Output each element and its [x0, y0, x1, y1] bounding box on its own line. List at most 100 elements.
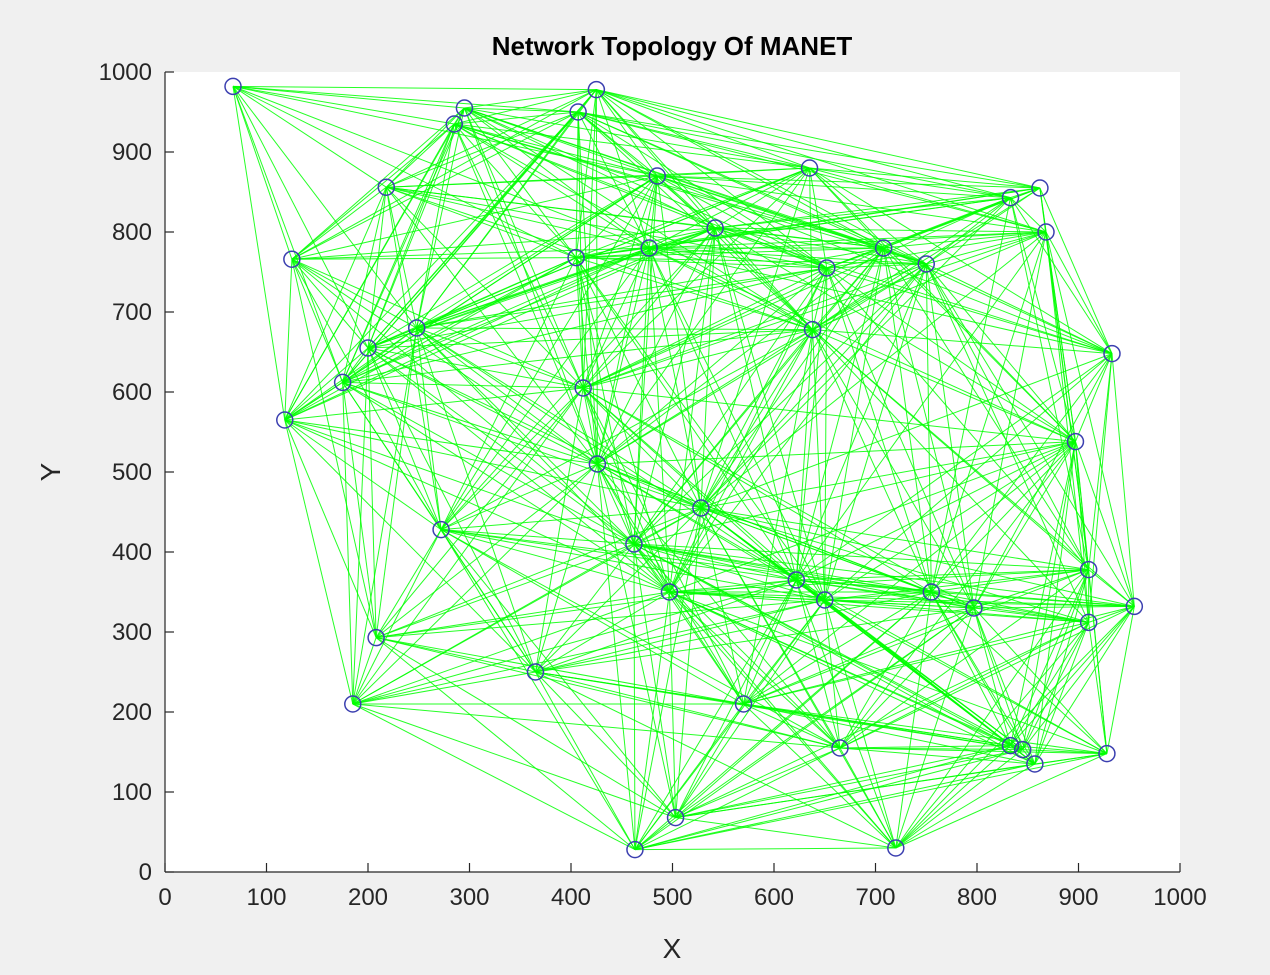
edge-line — [634, 747, 841, 851]
edge-line — [930, 197, 1011, 593]
edge-line — [1010, 745, 1107, 755]
edge-line — [596, 463, 677, 818]
edge-line — [809, 167, 1040, 189]
edge-line — [633, 543, 1089, 623]
edge-line — [649, 247, 1113, 355]
edge-line — [669, 591, 1023, 751]
edge-line — [582, 387, 635, 545]
edge-line — [839, 747, 1107, 755]
edge-line — [796, 441, 1076, 581]
edge-line — [284, 123, 455, 421]
edge-line — [657, 175, 828, 269]
edge-line — [386, 186, 577, 259]
edge-line — [440, 227, 716, 530]
edge-line — [576, 187, 1041, 259]
edge-line — [925, 263, 975, 609]
edge-line — [367, 347, 635, 545]
node-marker — [660, 583, 679, 601]
edge-line — [714, 167, 810, 229]
axes: 0 100 200 300 400 500 600 700 800 900 1000 0 100 200 3… — [99, 59, 1207, 911]
edge-line — [575, 257, 702, 509]
edge-line — [352, 671, 536, 705]
edge-line — [675, 579, 797, 818]
edge-line — [583, 231, 1047, 389]
node-marker — [1066, 432, 1085, 451]
node-marker — [818, 259, 836, 277]
edge-line — [700, 441, 1076, 509]
edge-line — [925, 263, 1135, 607]
edge-line — [342, 381, 670, 593]
edge-line — [576, 247, 650, 259]
y-tick-label: 800 — [112, 219, 152, 246]
node-marker — [640, 239, 658, 257]
edge-line — [1010, 569, 1090, 746]
edge-line — [824, 599, 1108, 755]
edge-line — [367, 347, 670, 593]
edge-line — [291, 227, 716, 260]
edge-line — [376, 591, 670, 639]
edge-line — [291, 186, 387, 260]
edge-line — [352, 599, 825, 705]
node-marker — [706, 219, 724, 237]
edge-line — [284, 419, 354, 705]
edge-line — [352, 543, 635, 705]
edge-line — [464, 107, 716, 229]
node-marker — [432, 520, 450, 539]
node-marker — [445, 115, 464, 133]
edge-line — [535, 591, 932, 673]
edge-line — [1022, 622, 1090, 750]
edge-line — [575, 257, 813, 331]
edge-line — [973, 607, 1011, 746]
edge-line — [839, 745, 1011, 749]
edge-line — [715, 227, 884, 249]
node-marker — [800, 159, 819, 177]
edge-line — [1074, 441, 1090, 623]
edge-line — [669, 591, 1135, 607]
edge-line — [597, 329, 813, 465]
edge-line — [973, 605, 1135, 609]
node-marker — [1013, 740, 1032, 759]
edge-line — [633, 543, 825, 601]
edge-line — [657, 175, 1011, 199]
edge-line — [352, 637, 377, 705]
edge-line — [634, 749, 1023, 851]
edge-line — [675, 703, 744, 818]
edge-line — [367, 107, 465, 349]
edge-line — [284, 111, 579, 421]
edge-line — [575, 257, 670, 593]
edge-line — [700, 507, 897, 849]
edge-line — [669, 263, 927, 593]
node-marker — [1001, 736, 1020, 755]
edge-line — [1045, 231, 1090, 623]
edge-line — [809, 167, 828, 269]
edge-line — [669, 247, 885, 593]
edge-line — [367, 187, 387, 349]
edge-line — [284, 387, 584, 421]
node-marker — [787, 571, 806, 589]
edge-line — [1034, 622, 1090, 765]
node-marker — [831, 739, 849, 757]
edge-line — [634, 763, 1035, 851]
edge-line — [700, 263, 927, 509]
edge-line — [463, 107, 598, 465]
edge-line — [633, 543, 677, 818]
edge-line — [535, 507, 702, 673]
edge-line — [342, 187, 387, 383]
edge-line — [575, 257, 584, 389]
edge-line — [1039, 187, 1113, 354]
edge-line — [376, 637, 841, 749]
edge-line — [1088, 569, 1135, 607]
edge-line — [1045, 231, 1113, 354]
edge-line — [596, 89, 828, 269]
node-marker — [1098, 744, 1116, 763]
edge-line — [385, 186, 598, 465]
node-marker — [874, 239, 893, 257]
edge-line — [743, 703, 1035, 765]
edge-line — [232, 85, 577, 259]
edge-line — [440, 529, 744, 705]
edge-line — [648, 247, 670, 593]
edge-line — [930, 591, 1011, 746]
edge-line — [812, 329, 1113, 355]
edge-line — [416, 327, 442, 530]
edge-line — [795, 263, 927, 581]
